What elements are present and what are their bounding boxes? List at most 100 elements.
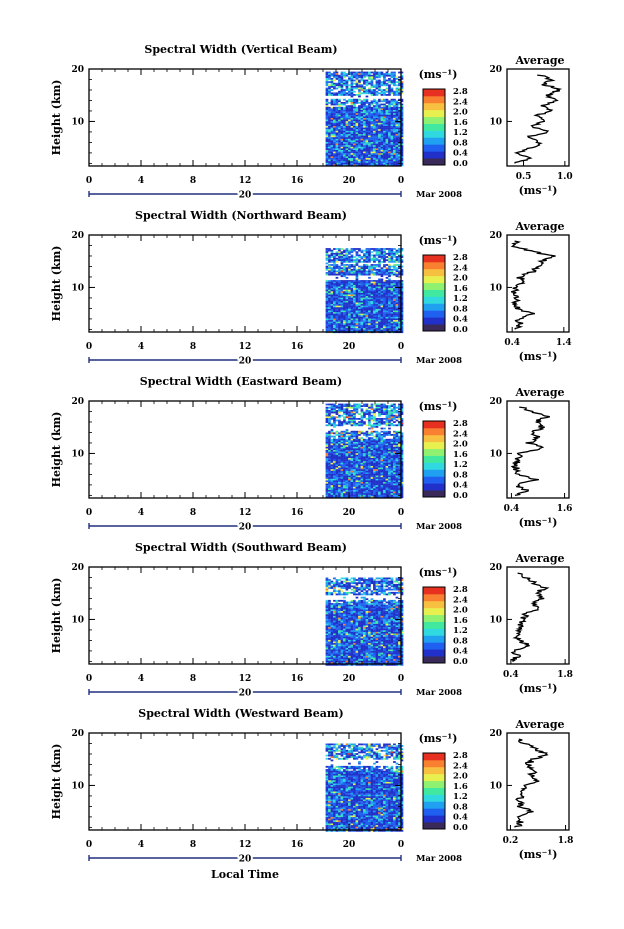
colorbar-segment (423, 780, 445, 788)
colorbar-tick-label: 2.4 (453, 263, 468, 273)
colorbar-tick-label: 1.6 (453, 616, 468, 626)
x-tick-label: 0 (86, 508, 92, 518)
y-axis-label: Height (km) (50, 744, 63, 820)
colorbar-tick-label: 2.0 (453, 440, 468, 450)
colorbar-tick-label: 2.8 (453, 419, 468, 429)
day-label: 20 (239, 855, 252, 865)
panel-title: Spectral Width (Westward Beam) (138, 707, 343, 720)
colorbar-segment (423, 753, 445, 761)
colorbar-segment (423, 89, 445, 97)
x-tick-label: 4 (138, 342, 144, 352)
x-tick-label: 20 (343, 840, 356, 850)
average-profile-line (514, 738, 549, 828)
colorbar-tick-label: 2.8 (453, 585, 468, 595)
x-tick-label: 0 (398, 840, 404, 850)
colorbar-segment (423, 102, 445, 111)
colorbar-segment (423, 649, 445, 657)
x-tick-label: 16 (291, 342, 304, 352)
avg-y-tick-label: 10 (489, 283, 502, 293)
colorbar-segment (423, 787, 445, 795)
date-label: Mar 2008 (416, 854, 462, 864)
colorbar-tick-label: 2.8 (453, 253, 468, 263)
colorbar-tick-label: 2.0 (453, 606, 468, 616)
panel-2: Spectral Width (Eastward Beam) 10 20 Height… (50, 375, 573, 535)
colorbar-segment (423, 130, 445, 138)
colorbar-tick-label: 0.0 (453, 657, 468, 667)
colorbar-unit: (ms⁻¹) (419, 234, 458, 247)
panel-title: Spectral Width (Northward Beam) (135, 209, 347, 222)
average-frame (506, 566, 570, 665)
x-tick-label: 16 (291, 674, 304, 684)
colorbar-segment (423, 427, 445, 436)
x-tick-label: 8 (190, 342, 196, 352)
x-tick-label: 0 (398, 508, 404, 518)
y-tick-label: 10 (71, 283, 84, 293)
colorbar-tick-label: 0.0 (453, 325, 468, 335)
x-tick-label: 8 (190, 840, 196, 850)
colorbar-segment (423, 137, 445, 145)
x-axis-label: Local Time (211, 868, 279, 881)
colorbar-segment (423, 607, 445, 616)
colorbar-tick-label: 2.0 (453, 772, 468, 782)
colorbar-segment (423, 317, 445, 325)
avg-x-axis-label: (ms⁻¹) (519, 184, 558, 197)
colorbar-tick-label: 0.0 (453, 823, 468, 833)
colorbar-segment (423, 600, 445, 609)
y-axis-label: Height (km) (50, 246, 63, 322)
colorbar-segment (423, 593, 445, 602)
panel-1: Spectral Width (Northward Beam) 10 20 Heigh… (50, 209, 572, 369)
colorbar-tick-label: 0.4 (453, 647, 468, 657)
colorbar-segment (423, 808, 445, 816)
colorbar-frame (422, 254, 446, 332)
colorbar-tick-label: 0.8 (453, 636, 468, 646)
y-tick-label: 10 (71, 117, 84, 127)
heatmap-cells (325, 248, 404, 334)
heatmap-cells (325, 577, 404, 666)
colorbar-tick-label: 0.8 (453, 802, 468, 812)
avg-x-tick-label: 0.2 (503, 836, 519, 846)
average-title: Average (514, 220, 564, 233)
colorbar-segment (423, 656, 445, 664)
colorbar-tick-label: 1.2 (453, 460, 468, 470)
colorbar-tick-label: 2.4 (453, 595, 468, 605)
colorbar-segment (423, 158, 445, 166)
colorbar-segment (423, 469, 445, 477)
x-tick-label: 16 (291, 840, 304, 850)
average-profile-line (510, 406, 550, 497)
colorbar-tick-label: 2.4 (453, 97, 468, 107)
y-axis-label: Height (km) (50, 80, 63, 156)
colorbar-segment (423, 324, 445, 332)
x-tick-label: 8 (190, 176, 196, 186)
date-label: Mar 2008 (416, 190, 462, 200)
colorbar-segment (423, 490, 445, 498)
colorbar-tick-label: 0.8 (453, 470, 468, 480)
x-tick-label: 4 (138, 674, 144, 684)
x-tick-label: 12 (239, 176, 252, 186)
avg-x-tick-label: 1.6 (557, 504, 573, 514)
avg-y-tick-label: 10 (489, 615, 502, 625)
colorbar-tick-label: 2.8 (453, 87, 468, 97)
colorbar-unit: (ms⁻¹) (419, 68, 458, 81)
x-tick-label: 4 (138, 508, 144, 518)
colorbar-unit: (ms⁻¹) (419, 400, 458, 413)
average-panel: Average 10 20 0.4 1.4 (ms⁻¹) (489, 220, 571, 363)
colorbar-tick-label: 0.0 (453, 491, 468, 501)
colorbar-segment (423, 421, 445, 429)
colorbar-tick-label: 0.4 (453, 481, 468, 491)
colorbar-segment (423, 635, 445, 643)
avg-y-tick-label: 10 (489, 449, 502, 459)
y-tick-label: 20 (71, 231, 84, 241)
colorbar: 2.82.42.01.61.20.80.40.0 (422, 419, 468, 501)
x-tick-label: 20 (343, 674, 356, 684)
colorbar-segment (423, 483, 445, 491)
colorbar-tick-label: 1.6 (453, 118, 468, 128)
average-profile-line (510, 572, 550, 662)
avg-x-tick-label: 0.5 (516, 172, 532, 182)
colorbar-tick-label: 0.0 (453, 159, 468, 169)
heatmap-cells (325, 403, 404, 499)
day-label: 20 (239, 191, 252, 201)
colorbar-segment (423, 95, 445, 104)
colorbar-tick-label: 1.6 (453, 284, 468, 294)
colorbar-frame (422, 88, 446, 166)
